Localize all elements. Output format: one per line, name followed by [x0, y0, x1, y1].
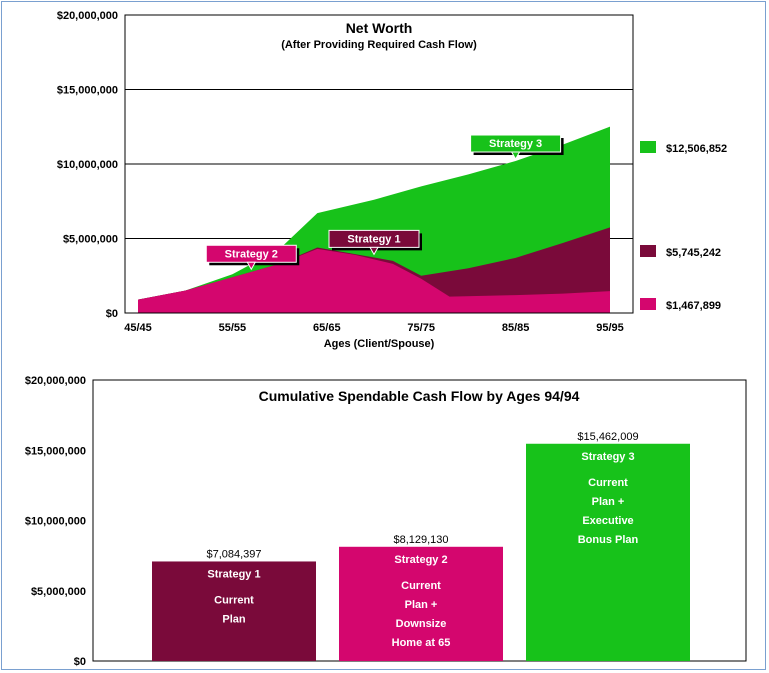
bar-category-label: Strategy 2 — [394, 554, 447, 566]
bar-description-line: Executive — [582, 515, 633, 527]
bar-description-line: Current — [588, 477, 628, 489]
callout-strategy-3: Strategy 3 — [470, 134, 564, 161]
bar-value-label: $8,129,130 — [393, 534, 448, 546]
bar-description-line: Current — [214, 594, 254, 606]
legend-swatch — [640, 245, 656, 257]
bar-description-line: Bonus Plan — [578, 534, 639, 546]
net-worth-y-tick-label: $15,000,000 — [57, 85, 118, 97]
cash-flow-y-tick-label: $20,000,000 — [25, 375, 86, 387]
net-worth-title: Net Worth — [346, 20, 413, 36]
cash-flow-y-tick-label: $15,000,000 — [25, 445, 86, 457]
callout-strategy-2: Strategy 2 — [205, 244, 300, 271]
net-worth-x-tick-label: 95/95 — [596, 322, 624, 334]
bar-category-label: Strategy 1 — [207, 568, 260, 580]
net-worth-y-tick-label: $10,000,000 — [57, 159, 118, 171]
net-worth-x-tick-label: 45/45 — [124, 322, 152, 334]
bar-description-line: Current — [401, 580, 441, 592]
net-worth-y-tick-label: $5,000,000 — [63, 234, 118, 246]
bar-rect — [152, 561, 316, 661]
bar-value-label: $15,462,009 — [577, 431, 638, 443]
callout-label: Strategy 3 — [489, 138, 542, 150]
net-worth-y-tick-label: $0 — [106, 308, 118, 320]
legend-swatch — [640, 298, 656, 310]
cash-flow-title: Cumulative Spendable Cash Flow by Ages 9… — [259, 388, 580, 404]
bar-description-line: Plan — [222, 613, 246, 625]
net-worth-x-axis-label: Ages (Client/Spouse) — [324, 338, 435, 350]
legend-value-label: $5,745,242 — [666, 247, 721, 259]
bar-rect — [526, 443, 690, 661]
legend-value-label: $1,467,899 — [666, 300, 721, 312]
callout-label: Strategy 2 — [225, 248, 278, 260]
legend-swatch — [640, 141, 656, 153]
bar-category-label: Strategy 3 — [581, 451, 634, 463]
net-worth-chart: $0 $5,000,000 $10,000,000 $15,000,000 $20,00… — [57, 10, 727, 350]
bar-value-label: $7,084,397 — [206, 548, 261, 560]
bar-description-line: Downsize — [396, 618, 447, 630]
legend-item-strategy3: $12,506,852 — [640, 141, 727, 155]
legend-value-label: $12,506,852 — [666, 143, 727, 155]
cash-flow-y-tick-label: $5,000,000 — [31, 586, 86, 598]
bar-rect — [339, 546, 503, 661]
cash-flow-chart: $0 $5,000,000 $10,000,000 $15,000,000 $20,00… — [25, 375, 747, 668]
bar-strategy-3: $15,462,009 Strategy 3 Current Plan + Execut… — [526, 431, 690, 661]
legend-item-strategy1: $5,745,242 — [640, 245, 721, 259]
callout-label: Strategy 1 — [347, 233, 400, 245]
bar-description-line: Plan + — [405, 599, 438, 611]
cash-flow-y-tick-label: $0 — [74, 656, 86, 668]
area-series-strategy2 — [138, 248, 610, 313]
bar-description-line: Home at 65 — [392, 637, 451, 649]
net-worth-x-tick-label: 55/55 — [219, 322, 247, 334]
net-worth-y-tick-label: $20,000,000 — [57, 10, 118, 22]
net-worth-subtitle: (After Providing Required Cash Flow) — [281, 39, 477, 51]
net-worth-x-tick-label: 85/85 — [502, 322, 530, 334]
callout-strategy-1: Strategy 1 — [328, 229, 422, 256]
net-worth-x-tick-label: 75/75 — [407, 322, 435, 334]
net-worth-x-tick-label: 65/65 — [313, 322, 341, 334]
bar-description-line: Plan + — [592, 496, 625, 508]
cash-flow-y-tick-label: $10,000,000 — [25, 516, 86, 528]
legend-item-strategy2: $1,467,899 — [640, 298, 721, 312]
bar-strategy-1: $7,084,397 Strategy 1 Current Plan — [152, 548, 316, 661]
bar-strategy-2: $8,129,130 Strategy 2 Current Plan + Downsiz… — [339, 534, 503, 661]
